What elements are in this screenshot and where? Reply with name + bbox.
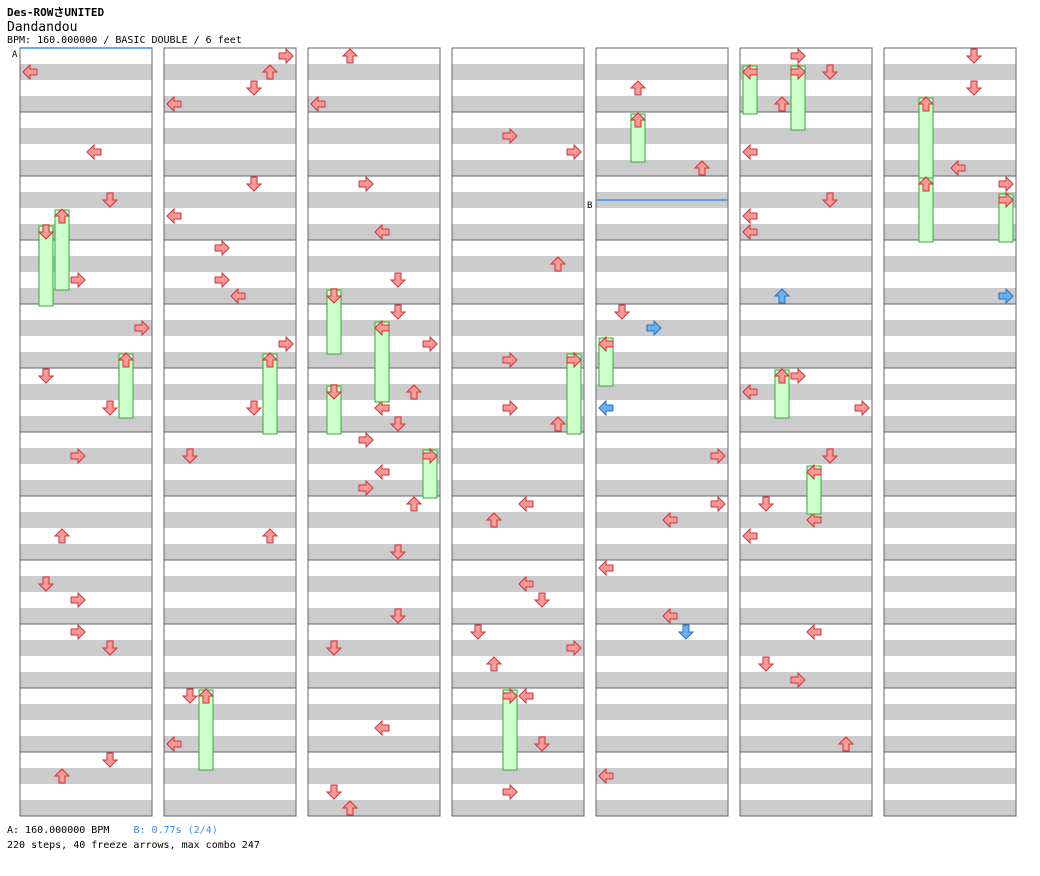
chart-column <box>163 47 297 817</box>
chart-column <box>19 47 153 817</box>
footer-stats: 220 steps, 40 freeze arrows, max combo 2… <box>7 840 260 851</box>
bpm-b-text: B: 0.77s (2/4) <box>133 825 218 836</box>
footer-bpm-line: A: 160.000000 BPM B: 0.77s (2/4) <box>7 825 218 836</box>
bpm-marker-a: A <box>12 50 18 60</box>
chart-column <box>595 47 729 817</box>
chart-column <box>451 47 585 817</box>
chart-column <box>883 47 1017 817</box>
chart-title: Des-ROWさUNITED <box>7 6 105 19</box>
bpm-marker-b: B <box>587 201 592 211</box>
bpm-a-text: A: 160.000000 BPM <box>7 825 110 836</box>
chart-info: BPM: 160.000000 / BASIC DOUBLE / 6 feet <box>7 35 242 46</box>
chart-column <box>739 47 873 817</box>
song-name: Dandandou <box>7 20 78 35</box>
